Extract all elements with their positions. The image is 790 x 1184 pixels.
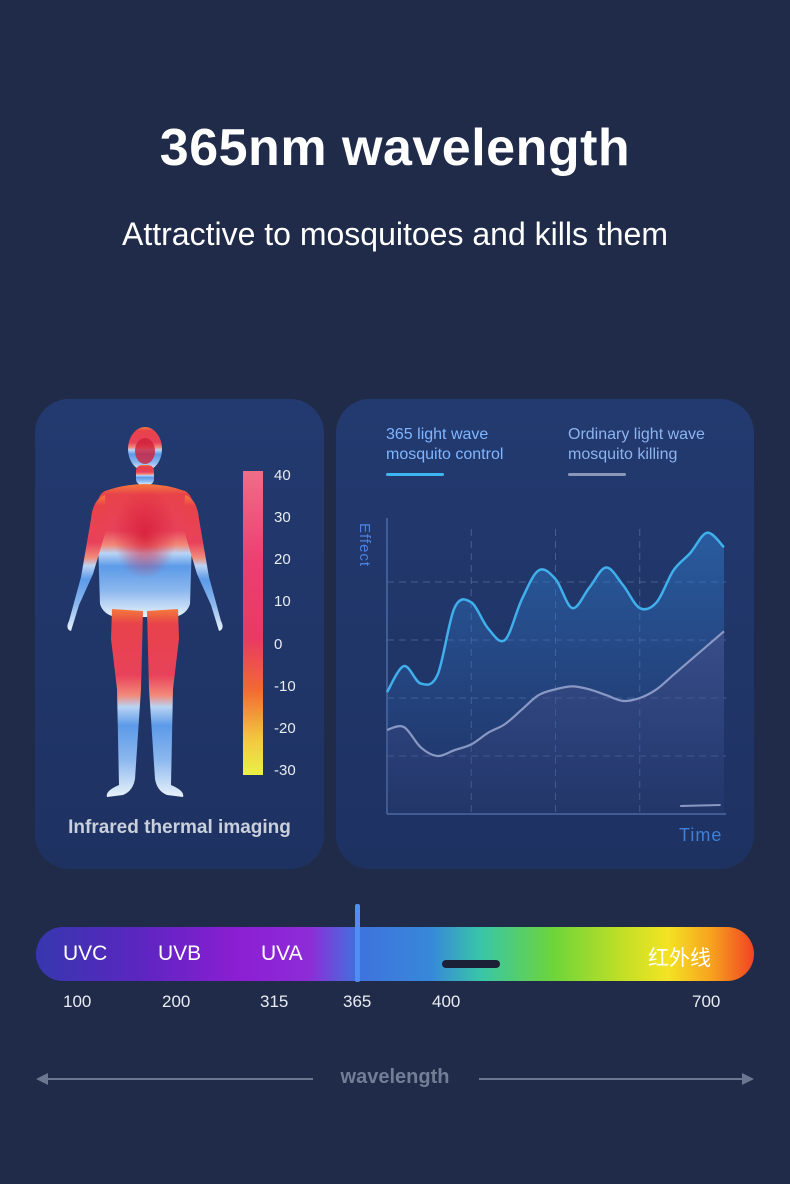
thermal-caption: Infrared thermal imaging — [68, 817, 291, 838]
band-label-uvb: UVB — [158, 942, 202, 965]
legend-label-365: 365 light wave mosquito control — [386, 426, 504, 463]
human-thermal-figure — [67, 427, 223, 797]
arrow-right-icon — [742, 1073, 754, 1085]
wavelength-axis — [36, 1073, 754, 1085]
spectrum-bar — [36, 927, 754, 981]
legend-line-365 — [386, 473, 444, 476]
tick-label: 315 — [260, 992, 289, 1011]
spectrum-dash-mark — [442, 960, 500, 968]
series-365-line — [385, 531, 725, 693]
band-label-infrared: 红外线 — [648, 946, 711, 970]
tick-label: 400 — [432, 992, 461, 1011]
thermal-imaging-card: 40 30 20 10 0 -10 -20 -30 Infrared therm… — [35, 399, 324, 869]
scale-label: 40 — [274, 467, 291, 484]
band-label-uvc: UVC — [63, 942, 108, 965]
tick-label: 700 — [692, 992, 721, 1011]
page-subtitle: Attractive to mosquitoes and kills them — [121, 216, 668, 252]
scale-label: 30 — [274, 509, 291, 526]
scale-label: -10 — [274, 678, 296, 695]
legend-label-ordinary: Ordinary light wave mosquito killing — [568, 426, 705, 463]
band-label-uva: UVA — [261, 942, 303, 965]
wavelength-axis-label: wavelength — [340, 1066, 450, 1088]
chart-mark — [680, 804, 721, 807]
tick-label: 100 — [63, 992, 92, 1011]
series-ordinary-line — [386, 630, 725, 758]
arrow-left-icon — [36, 1073, 48, 1085]
temperature-scale-bar — [243, 471, 263, 775]
line-chart — [385, 518, 726, 815]
scale-label: 0 — [274, 636, 283, 653]
legend-line-ordinary — [568, 473, 626, 476]
series-ordinary-area — [387, 631, 724, 814]
365nm-marker — [355, 904, 360, 982]
scale-label: -20 — [274, 720, 296, 737]
scale-label: -30 — [274, 762, 296, 779]
comparison-chart-card: 365 light wave mosquito control Ordinary… — [336, 399, 754, 869]
scale-label: 10 — [274, 593, 291, 610]
x-axis-label: Time — [679, 825, 723, 845]
page-title: 365nm wavelength — [159, 119, 631, 177]
y-axis-label: Effect — [356, 523, 373, 568]
scale-label: 20 — [274, 551, 291, 568]
tick-label: 200 — [162, 992, 191, 1011]
tick-label: 365 — [343, 992, 372, 1011]
